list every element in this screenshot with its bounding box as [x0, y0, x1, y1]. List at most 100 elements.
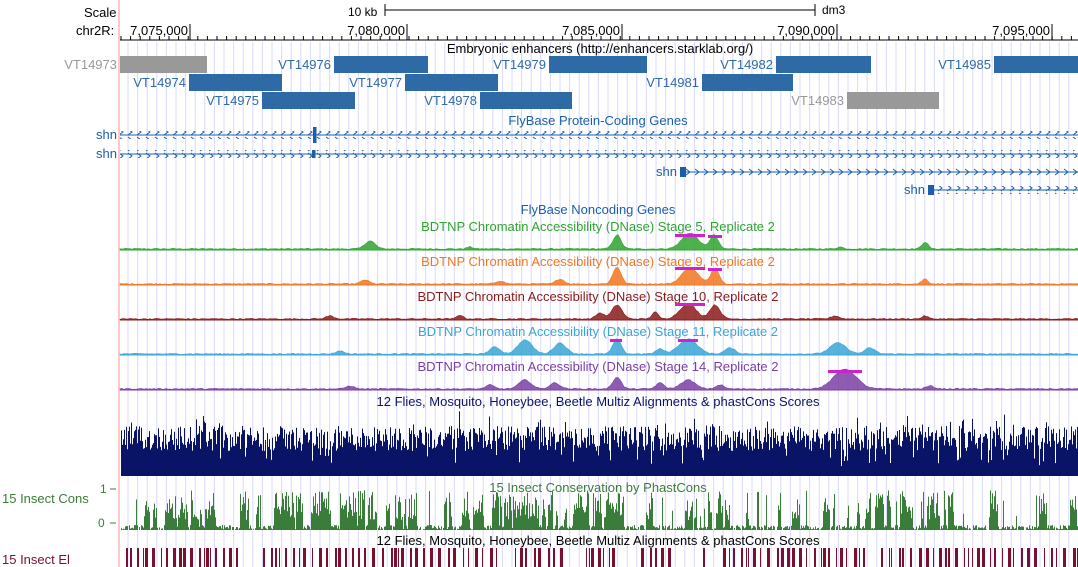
multiz-bar [1038, 445, 1039, 476]
phastcons-side-label[interactable]: 15 Insect Cons [2, 491, 89, 506]
multiz-bar [383, 434, 384, 476]
multiz-bar [783, 431, 784, 476]
gene-label[interactable]: shn [904, 182, 925, 197]
multiz-bar [424, 445, 425, 476]
enhancer-block[interactable] [405, 74, 498, 91]
phastcons-bar [1045, 514, 1046, 530]
phastcons-bar [476, 509, 477, 530]
dnase-tracks[interactable]: BDTNP Chromatin Accessibility (DNase) St… [119, 219, 1078, 391]
gene-label[interactable]: shn [656, 164, 677, 179]
multiz-bar [214, 426, 215, 476]
multiz-bar [531, 441, 532, 476]
enhancer-block[interactable] [847, 92, 939, 109]
phastcons-bar [384, 526, 385, 530]
multiz-bar [430, 428, 431, 476]
phastcons-bar [386, 505, 387, 530]
multiz-bar [575, 429, 576, 476]
multiz-bar [165, 434, 166, 476]
enhancer-block[interactable] [189, 74, 282, 91]
phastcons-bar [816, 529, 817, 530]
enhancer-label[interactable]: VT14973 [64, 57, 117, 72]
phastcons-bar [173, 517, 174, 530]
enhancer-label[interactable]: VT14981 [646, 75, 699, 90]
protein-coding-genes-track[interactable]: FlyBase Protein-Coding Genes shnshnshnsh… [96, 113, 1078, 197]
enhancer-block[interactable] [262, 92, 355, 109]
gene-model[interactable]: shn [904, 182, 1078, 197]
dnase-track-stage[interactable]: BDTNP Chromatin Accessibility (DNase) St… [119, 219, 1078, 251]
gene-label[interactable]: shn [96, 146, 117, 161]
phastcons-bar [144, 516, 145, 530]
dnase-track-stage[interactable]: BDTNP Chromatin Accessibility (DNase) St… [119, 254, 1078, 286]
enhancer-label[interactable]: VT14982 [720, 57, 773, 72]
phastcons-bar [980, 527, 981, 530]
multiz-bar [426, 432, 427, 476]
dnase-track-stage[interactable]: BDTNP Chromatin Accessibility (DNase) St… [119, 289, 1078, 321]
enhancer-label[interactable]: VT14983 [791, 93, 844, 108]
multiz-bar [193, 441, 194, 476]
gene-model[interactable]: shn [96, 146, 1078, 161]
enhancer-label[interactable]: VT14985 [938, 57, 991, 72]
enhancer-label[interactable]: VT14974 [133, 75, 186, 90]
multiz-bar [822, 438, 823, 476]
phastcons-bar [155, 517, 156, 530]
dnase-track-stage[interactable]: BDTNP Chromatin Accessibility (DNase) St… [119, 324, 1078, 356]
phastcons-bar [462, 512, 463, 530]
enhancer-block[interactable] [120, 56, 207, 73]
phastcons-bar [892, 527, 893, 530]
multiz-bar [431, 430, 432, 476]
phastcons-bar [589, 525, 590, 530]
multiz-bar [160, 446, 161, 476]
multiz-bar [587, 436, 588, 476]
enhancer-label[interactable]: VT14979 [493, 57, 546, 72]
phastcons-bar [772, 529, 773, 530]
gene-model[interactable]: shn [656, 164, 1078, 179]
multiz-bar [368, 436, 369, 476]
phastcons-bar [907, 511, 908, 530]
gene-model[interactable]: shn [96, 127, 1078, 143]
multiz-bar [962, 421, 963, 476]
enhancer-block[interactable] [776, 56, 871, 73]
multiz-track[interactable]: 12 Flies, Mosquito, Honeybee, Beetle Mul… [121, 394, 1078, 476]
phastcons-bar [327, 509, 328, 530]
phastcons-bar [447, 528, 448, 530]
multiz-bar [974, 429, 975, 476]
multiz-bar [403, 439, 404, 476]
phastcons-track[interactable]: 15 Insect Conservation by PhastCons 15 I… [2, 480, 1078, 530]
conserved-elements-track[interactable]: 12 Flies, Mosquito, Honeybee, Beetle Mul… [2, 533, 1078, 567]
enhancer-label[interactable]: VT14975 [206, 93, 259, 108]
multiz-bar [971, 440, 972, 476]
noncoding-genes-track-title[interactable]: FlyBase Noncoding Genes [521, 202, 676, 217]
phastcons-bar [534, 515, 535, 530]
dnase-track-title: BDTNP Chromatin Accessibility (DNase) St… [418, 324, 778, 339]
multiz-bar [909, 435, 910, 476]
enhancers-track[interactable]: Embryonic enhancers (http://enhancers.st… [64, 41, 1078, 109]
phastcons-bar [270, 525, 271, 530]
phastcons-bar [1012, 525, 1013, 530]
dnase-track-stage[interactable]: BDTNP Chromatin Accessibility (DNase) St… [119, 359, 1078, 391]
enhancer-block[interactable] [549, 56, 647, 73]
multiz-bar [824, 434, 825, 476]
enhancer-block[interactable] [334, 56, 428, 73]
phastcons-bar [499, 525, 500, 530]
enhancer-label[interactable]: VT14976 [278, 57, 331, 72]
elements-side-label[interactable]: 15 Insect El [2, 552, 70, 567]
left-label-bar[interactable] [118, 0, 120, 567]
multiz-bar [807, 435, 808, 476]
phastcons-bar [360, 491, 361, 530]
phastcons-bar [860, 528, 861, 530]
multiz-bar [586, 447, 587, 476]
multiz-bar [724, 442, 725, 476]
gene-label[interactable]: shn [96, 127, 117, 142]
enhancer-block[interactable] [480, 92, 572, 109]
enhancer-label[interactable]: VT14978 [424, 93, 477, 108]
multiz-bar [146, 447, 147, 476]
base-position-ruler[interactable]: Scale 10 kb dm3 chr2R: 7,075,000 7,080,00… [76, 3, 1078, 41]
conserved-element [364, 548, 366, 567]
phastcons-bar [473, 507, 474, 530]
enhancer-block[interactable] [994, 56, 1078, 73]
enhancer-block[interactable] [702, 74, 793, 91]
multiz-bar [484, 434, 485, 476]
enhancer-label[interactable]: VT14977 [349, 75, 402, 90]
phastcons-bar [409, 498, 410, 530]
